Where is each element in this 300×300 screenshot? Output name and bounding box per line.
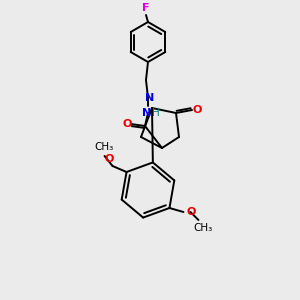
Text: CH₃: CH₃	[194, 223, 213, 233]
Text: O: O	[122, 119, 132, 129]
Text: N: N	[146, 93, 154, 103]
Text: CH₃: CH₃	[94, 142, 113, 152]
Text: F: F	[142, 3, 150, 13]
Text: O: O	[105, 154, 114, 164]
Text: O: O	[192, 105, 202, 115]
Text: H: H	[152, 108, 160, 118]
Text: N: N	[142, 108, 152, 118]
Text: O: O	[186, 207, 196, 217]
